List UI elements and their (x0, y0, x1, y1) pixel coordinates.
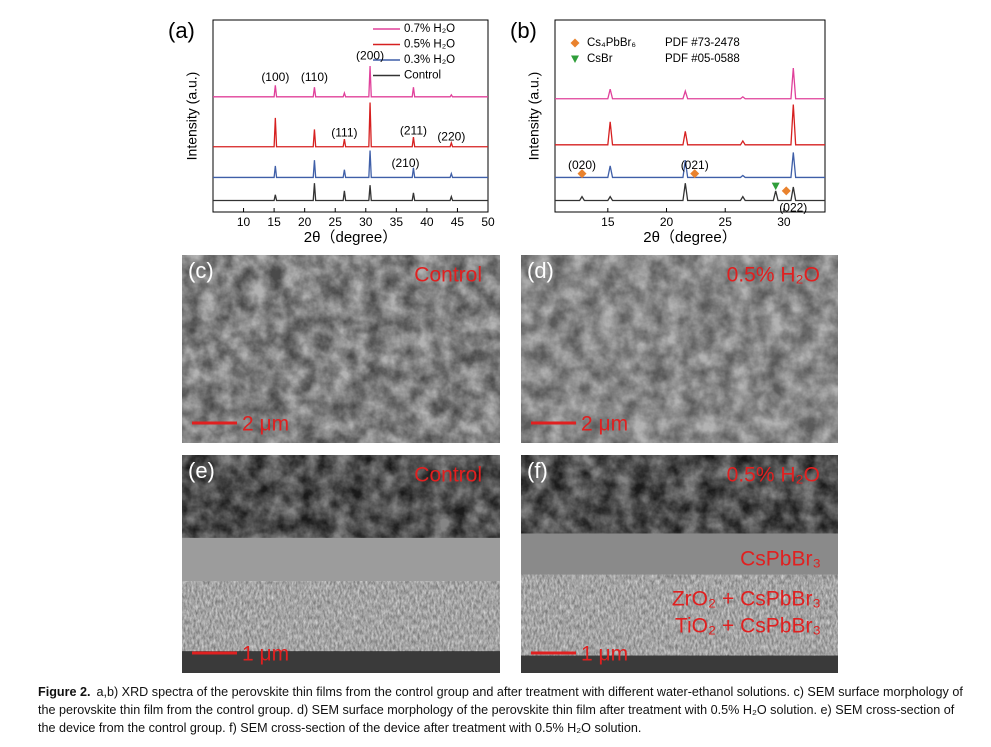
peak-label: (211) (400, 124, 427, 138)
x-tick-label: 25 (329, 215, 343, 229)
peak-label: (220) (437, 129, 465, 143)
peak-label: (210) (391, 156, 419, 170)
xrd-trace (213, 102, 488, 148)
layer-label: ZrO₂ + CsPbBr₃ (672, 588, 821, 611)
layer-label: CsPbBr₃ (740, 548, 821, 571)
y-axis-label: Intensity (a.u.) (526, 72, 542, 161)
legend-marker (571, 55, 579, 63)
x-tick-label: 50 (481, 215, 495, 229)
x-tick-label: 15 (601, 215, 615, 229)
legend-label: Control (404, 70, 441, 82)
phase-marker (577, 169, 587, 179)
legend-label: CsBr (587, 53, 613, 65)
condition-label: 0.5% H₂O (727, 264, 820, 287)
caption: Figure 2. a,b) XRD spectra of the perovsk… (38, 683, 973, 737)
xrd-trace (213, 66, 488, 98)
x-tick-label: 20 (298, 215, 312, 229)
legend-marker (570, 38, 580, 48)
scale-label: 2 μm (581, 413, 628, 436)
xrd-trace (213, 183, 488, 202)
peak-label: (020) (568, 158, 596, 172)
caption-text: a,b) XRD spectra of the perovskite thin … (38, 685, 963, 735)
panel-label: (a) (168, 18, 195, 43)
caption-label: Figure 2. (38, 685, 91, 699)
xrd-trace (213, 150, 488, 179)
porous-texture (182, 581, 500, 652)
sem-texture (182, 455, 500, 538)
figure-graphics: 10 15 20 25 30 35 40 45 50 2θ（degree） Intensity (a… (168, 18, 838, 673)
xrd-trace (555, 152, 825, 179)
x-tick-label: 30 (359, 215, 373, 229)
phase-marker (690, 169, 700, 179)
x-tick-label: 40 (420, 215, 434, 229)
legend-ref: PDF #05-0588 (665, 53, 740, 65)
porous-texture (521, 574, 838, 656)
peak-label: (111) (331, 125, 357, 139)
x-tick-label: 45 (451, 215, 465, 229)
peak-label: (200) (356, 49, 384, 63)
x-tick-label: 30 (777, 215, 791, 229)
xrd-trace (555, 67, 825, 100)
perovskite-layer (521, 533, 838, 575)
x-tick-label: 15 (267, 215, 281, 229)
phase-marker (781, 186, 791, 196)
x-tick-label: 35 (390, 215, 404, 229)
condition-label: 0.5% H₂O (727, 464, 820, 487)
x-tick-label: 10 (237, 215, 251, 229)
sem-texture (182, 255, 500, 443)
phase-marker (771, 182, 780, 191)
substrate (182, 651, 500, 673)
scale-label: 1 μm (242, 643, 289, 666)
legend-label: 0.3% H₂O (404, 54, 455, 66)
x-tick-label: 25 (719, 215, 733, 229)
scale-label: 1 μm (581, 643, 628, 666)
perovskite-layer (182, 537, 500, 582)
legend-label: Cs₄PbBr₆ (587, 37, 636, 49)
sem-image (521, 455, 838, 673)
panel-label: (c) (188, 258, 214, 283)
condition-label: Control (414, 464, 482, 487)
plot-frame (212, 19, 489, 213)
y-axis-label: Intensity (a.u.) (184, 72, 200, 161)
peak-label: (110) (301, 70, 328, 84)
legend-label: 0.7% H₂O (404, 23, 455, 35)
panel-label: (f) (527, 458, 548, 483)
x-axis-label: 2θ（degree） (643, 229, 736, 246)
substrate (521, 655, 838, 673)
legend-label: 0.5% H₂O (404, 39, 455, 51)
legend-ref: PDF #73-2478 (665, 37, 740, 49)
peak-label: (100) (261, 70, 289, 84)
sem-image (521, 255, 838, 443)
condition-label: Control (414, 264, 482, 287)
panel-label: (d) (527, 258, 554, 283)
panel-label: (b) (510, 18, 537, 43)
sem-image (182, 455, 500, 673)
sem-image (182, 255, 500, 443)
x-tick-label: 20 (660, 215, 674, 229)
plot-frame (554, 19, 826, 213)
peak-label: (022) (779, 200, 807, 214)
layer-label: TiO₂ + CsPbBr₃ (675, 615, 821, 638)
panel-label: (e) (188, 458, 215, 483)
xrd-trace (555, 104, 825, 146)
peak-label: (021) (681, 158, 709, 172)
xrd-trace (555, 183, 825, 202)
sem-texture (521, 455, 838, 534)
x-axis-label: 2θ（degree） (304, 229, 397, 246)
sem-texture (521, 255, 838, 443)
scale-label: 2 μm (242, 413, 289, 436)
